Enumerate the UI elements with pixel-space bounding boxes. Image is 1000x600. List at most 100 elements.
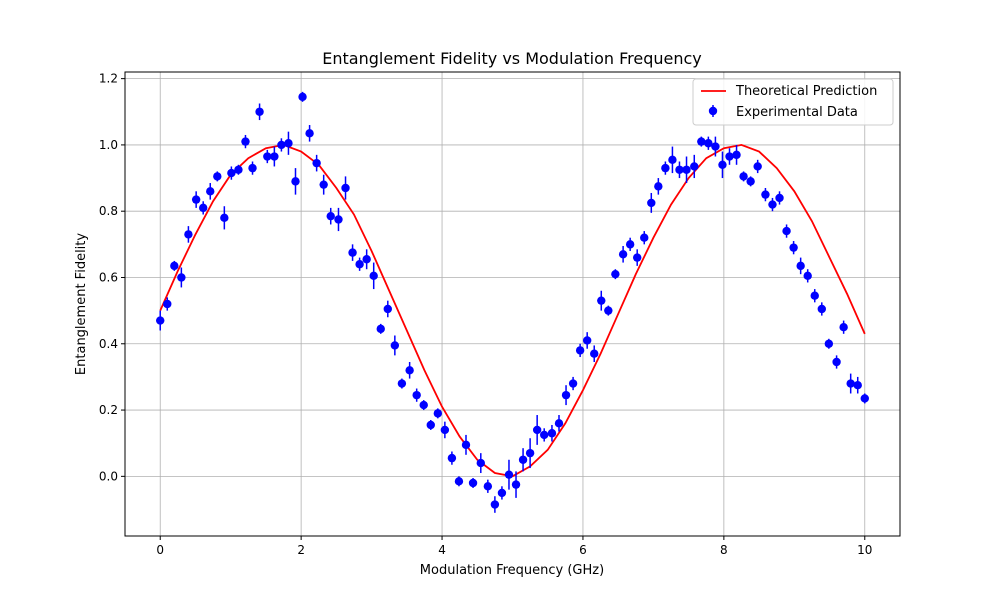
data-point: [803, 271, 812, 281]
data-point: [227, 168, 236, 178]
data-point: [397, 379, 407, 388]
data-series: [156, 91, 869, 513]
data-point: [326, 211, 335, 221]
data-point: [846, 379, 855, 388]
chart-title: Entanglement Fidelity vs Modulation Freq…: [322, 49, 701, 68]
y-tick-label: 1.0: [99, 138, 118, 152]
data-point: [490, 500, 500, 509]
data-point: [497, 488, 507, 498]
data-point: [461, 440, 471, 450]
data-point: [348, 248, 357, 257]
data-point: [732, 150, 741, 160]
data-point: [832, 357, 841, 367]
data-point: [483, 482, 493, 491]
data-point: [682, 165, 691, 174]
data-point: [739, 172, 748, 181]
y-tick-label: 0.2: [99, 403, 118, 417]
data-point: [633, 253, 642, 262]
data-point: [761, 190, 770, 199]
data-point: [390, 341, 400, 350]
data-point: [711, 142, 720, 151]
x-tick-label: 0: [156, 543, 164, 557]
data-point: [540, 430, 549, 440]
data-point: [298, 92, 307, 102]
data-point: [305, 129, 314, 138]
data-point: [213, 172, 222, 181]
data-point: [433, 409, 443, 418]
data-point: [704, 139, 713, 148]
legend-theory-label: Theoretical Prediction: [735, 84, 877, 99]
data-point: [376, 324, 385, 334]
data-point: [725, 152, 734, 161]
data-point: [312, 158, 321, 168]
y-tick-label: 0.6: [99, 270, 118, 284]
data-point: [668, 155, 677, 165]
data-point: [156, 316, 165, 325]
data-point: [753, 162, 762, 171]
theory-line: [159, 143, 866, 478]
data-point: [697, 137, 706, 146]
data-point: [184, 230, 193, 239]
x-tick-label: 2: [297, 543, 305, 557]
data-point: [319, 180, 328, 189]
data-point: [817, 304, 826, 314]
data-point: [824, 339, 834, 348]
data-point: [640, 233, 649, 242]
data-point: [504, 470, 514, 479]
data-point: [625, 240, 635, 249]
data-point: [532, 425, 542, 435]
x-axis-label: Modulation Frequency (GHz): [420, 563, 604, 578]
data-point: [170, 261, 179, 271]
y-tick-label: 0.8: [99, 204, 118, 218]
data-point: [270, 152, 279, 161]
data-point: [768, 200, 777, 209]
data-point: [362, 255, 371, 264]
data-point: [518, 455, 528, 464]
data-point: [284, 139, 293, 148]
data-point: [426, 420, 435, 430]
data-point: [582, 336, 592, 345]
data-point: [234, 165, 243, 174]
data-point: [618, 250, 628, 259]
data-point: [412, 390, 421, 400]
x-tick-label: 6: [579, 543, 587, 557]
data-point: [568, 379, 578, 388]
data-point: [611, 269, 620, 279]
data-point: [853, 381, 862, 390]
data-point: [440, 425, 450, 435]
x-tick-label: 4: [438, 543, 446, 557]
data-point: [604, 306, 613, 315]
data-point: [454, 477, 464, 486]
data-point: [355, 260, 364, 269]
data-point: [796, 261, 805, 271]
x-tick-label: 8: [720, 543, 728, 557]
data-point: [341, 183, 350, 193]
data-point: [369, 271, 378, 281]
data-point: [661, 163, 670, 173]
x-tick-label: 10: [857, 543, 872, 557]
data-point: [206, 187, 215, 196]
data-point: [525, 448, 535, 458]
data-point: [383, 304, 392, 314]
data-point: [575, 346, 585, 355]
data-point: [405, 366, 414, 375]
data-point: [789, 243, 798, 252]
data-point: [561, 390, 571, 400]
y-tick-label: 1.2: [99, 72, 118, 86]
data-point: [860, 394, 869, 403]
legend-data-marker: [708, 106, 718, 116]
data-point: [782, 226, 791, 236]
data-point: [839, 323, 848, 332]
data-point: [255, 107, 264, 116]
data-point: [220, 213, 229, 223]
data-point: [248, 163, 257, 173]
data-point: [199, 203, 208, 213]
data-point: [675, 165, 684, 174]
data-point: [334, 215, 343, 224]
data-point: [277, 140, 286, 150]
data-point: [191, 195, 201, 204]
data-point: [775, 193, 784, 203]
data-point: [511, 480, 521, 489]
data-point: [419, 400, 428, 410]
y-ticks: 0.0 0.2 0.4 0.6 0.8 1.0 1.2: [99, 72, 125, 483]
